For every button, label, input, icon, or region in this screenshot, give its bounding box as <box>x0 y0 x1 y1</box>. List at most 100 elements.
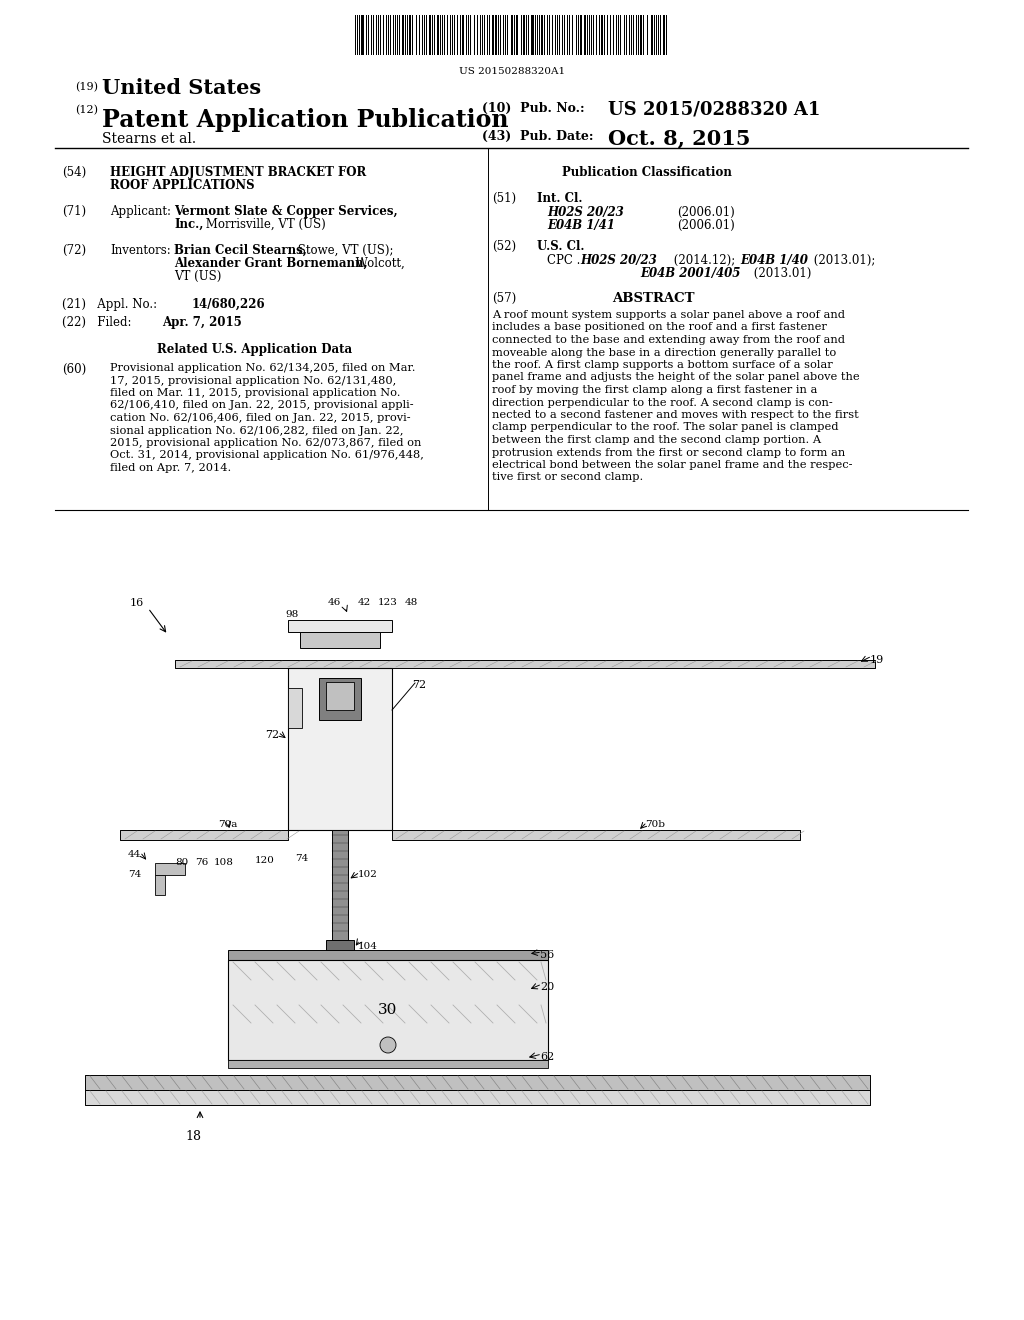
Text: (2013.01);: (2013.01); <box>810 253 876 267</box>
Text: E04B 1/40: E04B 1/40 <box>740 253 808 267</box>
Text: 42: 42 <box>358 598 372 607</box>
Text: 123: 123 <box>378 598 398 607</box>
Text: E04B 2001/405: E04B 2001/405 <box>640 267 740 280</box>
Bar <box>511 15 513 55</box>
Text: (2006.01): (2006.01) <box>677 219 735 232</box>
Text: A roof mount system supports a solar panel above a roof and: A roof mount system supports a solar pan… <box>492 310 845 319</box>
Text: 2015, provisional application No. 62/073,867, filed on: 2015, provisional application No. 62/073… <box>110 438 421 447</box>
Text: 104: 104 <box>358 942 378 950</box>
Text: Stearns et al.: Stearns et al. <box>102 132 197 147</box>
Text: H02S 20/23: H02S 20/23 <box>580 253 656 267</box>
Text: (21)   Appl. No.:: (21) Appl. No.: <box>62 298 157 312</box>
Bar <box>601 15 603 55</box>
Text: (57): (57) <box>492 292 516 305</box>
Bar <box>541 15 543 55</box>
Text: 74: 74 <box>128 870 141 879</box>
Text: 74: 74 <box>295 854 308 863</box>
Text: Inc.,: Inc., <box>174 218 204 231</box>
Text: between the first clamp and the second clamp portion. A: between the first clamp and the second c… <box>492 436 821 445</box>
Text: 72: 72 <box>412 680 426 690</box>
Text: (22)   Filed:: (22) Filed: <box>62 315 131 329</box>
Text: 46: 46 <box>328 598 341 607</box>
Text: direction perpendicular to the roof. A second clamp is con-: direction perpendicular to the roof. A s… <box>492 397 833 408</box>
Text: Related U.S. Application Data: Related U.S. Application Data <box>157 343 352 356</box>
Text: 30: 30 <box>378 1003 397 1016</box>
Text: United States: United States <box>102 78 261 98</box>
Text: 44: 44 <box>128 850 141 859</box>
Text: 19: 19 <box>870 655 885 665</box>
Bar <box>437 15 439 55</box>
Text: sional application No. 62/106,282, filed on Jan. 22,: sional application No. 62/106,282, filed… <box>110 425 403 436</box>
Text: 108: 108 <box>214 858 233 867</box>
Bar <box>288 688 302 729</box>
Text: tive first or second clamp.: tive first or second clamp. <box>492 473 643 483</box>
Text: 48: 48 <box>406 598 418 607</box>
Text: Oct. 31, 2014, provisional application No. 61/976,448,: Oct. 31, 2014, provisional application N… <box>110 450 424 461</box>
Text: VT (US): VT (US) <box>174 271 221 282</box>
Text: roof by moving the first clamp along a first fastener in a: roof by moving the first clamp along a f… <box>492 385 817 395</box>
Text: Vermont Slate & Copper Services,: Vermont Slate & Copper Services, <box>174 205 397 218</box>
Bar <box>531 15 534 55</box>
Bar <box>228 1060 548 1068</box>
Bar <box>495 15 497 55</box>
Text: 14/680,226: 14/680,226 <box>193 298 265 312</box>
Text: 80: 80 <box>175 858 188 867</box>
Bar <box>651 15 653 55</box>
Text: (19): (19) <box>75 82 98 92</box>
Text: (71): (71) <box>62 205 86 218</box>
Text: CPC .: CPC . <box>547 253 588 267</box>
Text: (72): (72) <box>62 244 86 257</box>
Bar <box>326 682 354 710</box>
Text: US 2015/0288320 A1: US 2015/0288320 A1 <box>608 100 820 117</box>
Text: 56: 56 <box>540 950 554 960</box>
Bar <box>288 668 392 830</box>
Text: 16: 16 <box>130 598 144 609</box>
Bar <box>492 15 494 55</box>
Text: (2006.01): (2006.01) <box>677 206 735 219</box>
Bar <box>155 863 185 875</box>
Text: 18: 18 <box>185 1130 201 1143</box>
Text: 76: 76 <box>195 858 208 867</box>
Text: 20: 20 <box>540 982 554 993</box>
Bar <box>228 960 548 1060</box>
Text: Alexander Grant Bornemann,: Alexander Grant Bornemann, <box>174 257 368 271</box>
Text: 120: 120 <box>255 855 274 865</box>
Bar <box>361 15 364 55</box>
Text: 70a: 70a <box>218 820 238 829</box>
Text: 70b: 70b <box>645 820 665 829</box>
Text: Brian Cecil Stearns,: Brian Cecil Stearns, <box>174 244 307 257</box>
Text: 72: 72 <box>265 730 280 741</box>
Text: (43)  Pub. Date:: (43) Pub. Date: <box>482 129 594 143</box>
Text: clamp perpendicular to the roof. The solar panel is clamped: clamp perpendicular to the roof. The sol… <box>492 422 839 433</box>
Bar <box>288 620 392 632</box>
Text: nected to a second fastener and moves with respect to the first: nected to a second fastener and moves wi… <box>492 411 859 420</box>
Text: ABSTRACT: ABSTRACT <box>612 292 694 305</box>
Bar <box>640 15 642 55</box>
Bar <box>326 940 354 950</box>
Text: Provisional application No. 62/134,205, filed on Mar.: Provisional application No. 62/134,205, … <box>110 363 416 374</box>
Text: US 20150288320A1: US 20150288320A1 <box>460 67 565 77</box>
Text: 17, 2015, provisional application No. 62/131,480,: 17, 2015, provisional application No. 62… <box>110 375 396 385</box>
Text: U.S. Cl.: U.S. Cl. <box>537 240 585 253</box>
Text: includes a base positioned on the roof and a first fastener: includes a base positioned on the roof a… <box>492 322 826 333</box>
Bar <box>332 830 348 940</box>
Text: the roof. A first clamp supports a bottom surface of a solar: the roof. A first clamp supports a botto… <box>492 360 833 370</box>
Bar <box>523 15 525 55</box>
Text: 102: 102 <box>358 870 378 879</box>
Bar <box>300 632 380 648</box>
Bar <box>580 15 582 55</box>
Bar <box>429 15 431 55</box>
Text: H02S 20/23: H02S 20/23 <box>547 206 624 219</box>
Text: 98: 98 <box>285 610 298 619</box>
Text: connected to the base and extending away from the roof and: connected to the base and extending away… <box>492 335 845 345</box>
Text: (60): (60) <box>62 363 86 376</box>
Text: (12): (12) <box>75 106 98 115</box>
Text: filed on Apr. 7, 2014.: filed on Apr. 7, 2014. <box>110 463 231 473</box>
Text: panel frame and adjusts the height of the solar panel above the: panel frame and adjusts the height of th… <box>492 372 859 383</box>
Bar <box>319 678 361 719</box>
Bar <box>462 15 464 55</box>
Bar <box>516 15 518 55</box>
Text: filed on Mar. 11, 2015, provisional application No.: filed on Mar. 11, 2015, provisional appl… <box>110 388 400 399</box>
Text: (2013.01): (2013.01) <box>750 267 811 280</box>
Bar <box>402 15 404 55</box>
